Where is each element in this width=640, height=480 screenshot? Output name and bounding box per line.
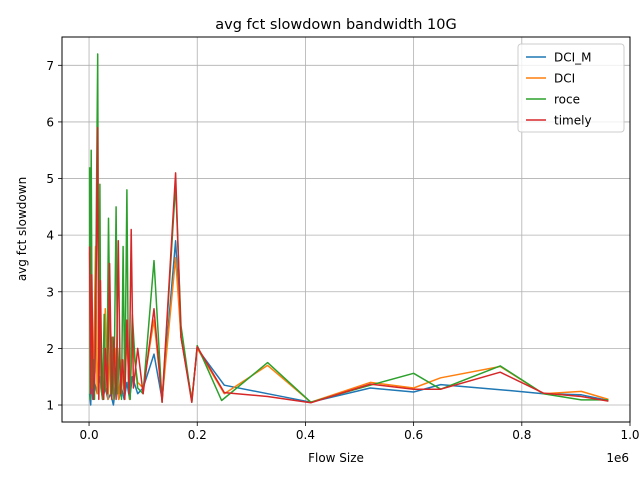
y-tick-label: 7: [46, 59, 54, 73]
y-tick-label: 1: [46, 399, 54, 413]
y-tick-label: 5: [46, 172, 54, 186]
legend-label-timely: timely: [554, 114, 592, 128]
x-tick-label: 0.4: [296, 428, 315, 442]
legend: DCI_M DCI roce timely: [517, 43, 625, 133]
x-axis-ticks: 0.0 0.2 0.4 0.6 0.8 1.0: [80, 422, 640, 442]
x-tick-label: 0.6: [404, 428, 423, 442]
legend-label-dci-m: DCI_M: [554, 51, 592, 65]
legend-label-roce: roce: [554, 93, 580, 107]
x-axis-label: Flow Size: [308, 451, 364, 465]
chart-title: avg fct slowdown bandwidth 10G: [215, 17, 456, 33]
legend-label-dci: DCI: [554, 72, 575, 86]
plot-area: [88, 53, 609, 406]
series-line-timely: [88, 126, 609, 404]
y-tick-label: 4: [46, 229, 54, 243]
y-tick-label: 2: [46, 342, 54, 356]
x-tick-label: 0.0: [80, 428, 99, 442]
y-axis-ticks: 1 2 3 4 5 6 7: [46, 59, 62, 413]
x-axis-scale-label: 1e6: [606, 451, 629, 465]
series-group: [88, 53, 609, 406]
series-line-dci-m: [88, 240, 609, 406]
plot-frame: [61, 36, 631, 423]
y-tick-label: 6: [46, 115, 54, 129]
y-axis-label: avg fct slowdown: [15, 177, 29, 281]
x-tick-label: 0.8: [512, 428, 531, 442]
y-tick-label: 3: [46, 285, 54, 299]
x-tick-label: 1.0: [620, 428, 639, 442]
x-tick-label: 0.2: [188, 428, 207, 442]
legend-box: [517, 43, 625, 133]
